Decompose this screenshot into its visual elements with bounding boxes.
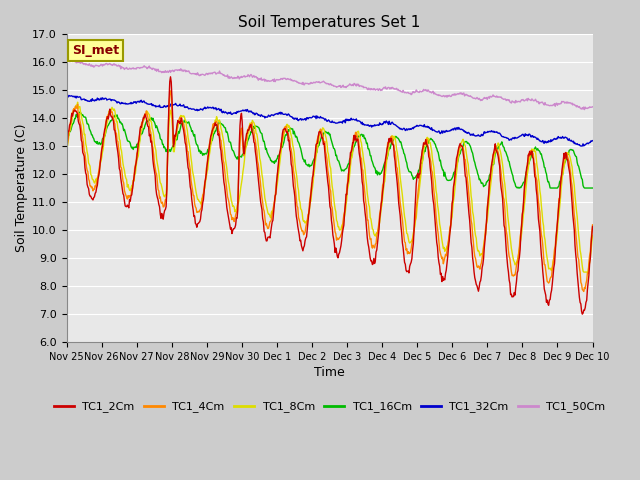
TC1_16Cm — [180, 117, 188, 123]
TC1_8Cm — [63, 150, 70, 156]
Line: TC1_2Cm: TC1_2Cm — [67, 77, 593, 314]
TC1_8Cm — [589, 232, 596, 238]
TC1_4Cm — [72, 105, 80, 110]
TC1_2Cm — [394, 190, 402, 195]
Legend: TC1_2Cm, TC1_4Cm, TC1_8Cm, TC1_16Cm, TC1_32Cm, TC1_50Cm: TC1_2Cm, TC1_4Cm, TC1_8Cm, TC1_16Cm, TC1… — [49, 397, 610, 417]
Title: Soil Temperatures Set 1: Soil Temperatures Set 1 — [239, 15, 420, 30]
Line: TC1_4Cm: TC1_4Cm — [67, 91, 593, 291]
TC1_2Cm — [209, 128, 216, 134]
TC1_32Cm — [589, 138, 596, 144]
TC1_16Cm — [515, 185, 522, 191]
TC1_50Cm — [589, 104, 596, 110]
TC1_50Cm — [73, 60, 81, 66]
TC1_50Cm — [209, 71, 216, 77]
TC1_16Cm — [394, 135, 402, 141]
TC1_32Cm — [209, 105, 216, 110]
TC1_4Cm — [410, 233, 417, 239]
TC1_16Cm — [76, 109, 84, 115]
TC1_4Cm — [394, 174, 402, 180]
TC1_16Cm — [589, 185, 596, 191]
TC1_50Cm — [63, 59, 70, 64]
Line: TC1_50Cm: TC1_50Cm — [67, 60, 593, 109]
TC1_50Cm — [67, 57, 75, 63]
TC1_32Cm — [63, 93, 70, 99]
TC1_32Cm — [65, 93, 73, 98]
TC1_4Cm — [127, 192, 134, 198]
TC1_8Cm — [394, 155, 402, 160]
TC1_32Cm — [577, 143, 585, 149]
TC1_50Cm — [180, 67, 188, 73]
TC1_2Cm — [166, 74, 174, 80]
TC1_2Cm — [127, 198, 134, 204]
TC1_4Cm — [166, 88, 174, 94]
TC1_8Cm — [72, 102, 80, 108]
TC1_8Cm — [580, 269, 588, 275]
TC1_4Cm — [209, 127, 216, 133]
TC1_32Cm — [180, 104, 188, 110]
Line: TC1_16Cm: TC1_16Cm — [67, 112, 593, 188]
TC1_32Cm — [394, 124, 402, 130]
TC1_8Cm — [209, 132, 216, 138]
TC1_32Cm — [127, 99, 135, 105]
TC1_50Cm — [410, 89, 417, 95]
TC1_2Cm — [579, 311, 586, 317]
TC1_8Cm — [74, 99, 81, 105]
TC1_50Cm — [127, 66, 135, 72]
TC1_4Cm — [589, 222, 596, 228]
TC1_2Cm — [589, 224, 596, 229]
TC1_4Cm — [63, 147, 70, 153]
TC1_2Cm — [180, 133, 188, 139]
TC1_8Cm — [410, 230, 417, 236]
Y-axis label: Soil Temperature (C): Soil Temperature (C) — [15, 124, 28, 252]
Line: TC1_8Cm: TC1_8Cm — [67, 102, 593, 272]
TC1_50Cm — [394, 86, 402, 92]
TC1_8Cm — [127, 186, 135, 192]
TC1_4Cm — [580, 288, 588, 294]
TC1_2Cm — [72, 108, 80, 114]
Line: TC1_32Cm: TC1_32Cm — [67, 96, 593, 146]
X-axis label: Time: Time — [314, 366, 345, 379]
TC1_16Cm — [127, 144, 135, 149]
TC1_2Cm — [410, 241, 417, 247]
TC1_16Cm — [410, 177, 417, 182]
TC1_4Cm — [180, 125, 188, 131]
Text: SI_met: SI_met — [72, 44, 119, 57]
TC1_32Cm — [73, 94, 81, 99]
TC1_8Cm — [180, 114, 188, 120]
TC1_50Cm — [580, 107, 588, 112]
TC1_32Cm — [410, 126, 417, 132]
TC1_16Cm — [209, 138, 216, 144]
TC1_16Cm — [63, 134, 70, 140]
TC1_16Cm — [72, 112, 80, 118]
TC1_2Cm — [63, 145, 70, 151]
